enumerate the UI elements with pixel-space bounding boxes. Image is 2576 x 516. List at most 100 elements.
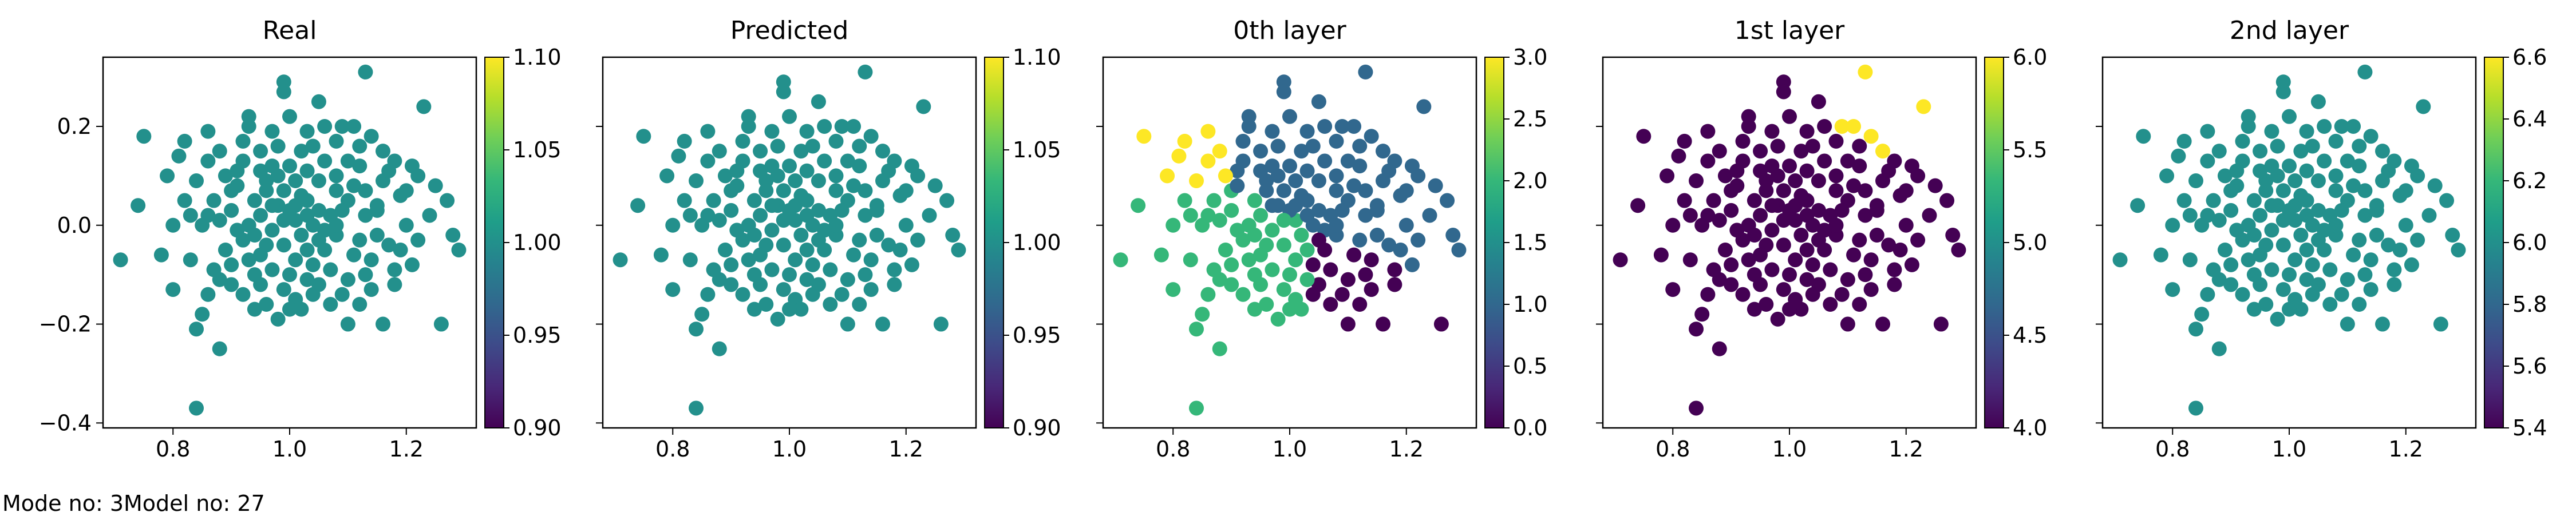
data-point — [1241, 252, 1257, 268]
data-point — [811, 94, 826, 109]
data-point — [2223, 257, 2239, 272]
data-point — [358, 208, 373, 223]
data-point — [1329, 133, 1344, 149]
data-point — [1206, 193, 1222, 208]
data-point — [2246, 193, 2262, 208]
data-point — [2392, 242, 2408, 257]
data-point — [706, 262, 721, 277]
data-point — [1230, 223, 1245, 238]
data-point — [2206, 193, 2221, 208]
data-point — [369, 228, 385, 243]
data-point — [1788, 252, 1803, 268]
data-point — [1782, 267, 1797, 283]
data-point — [2194, 217, 2210, 233]
data-point — [1195, 217, 1210, 233]
x-tick-label: 0.8 — [156, 436, 190, 462]
data-point — [1299, 272, 1315, 287]
data-point — [1311, 173, 1326, 188]
colorbar-tick-label: 2.0 — [1513, 168, 1547, 193]
data-point — [311, 173, 326, 188]
data-point — [746, 301, 762, 317]
data-point — [2352, 158, 2367, 174]
data-point — [1131, 198, 1146, 213]
data-point — [2253, 163, 2268, 178]
data-point — [2282, 301, 2297, 317]
colorbar-tick-label: 1.00 — [1013, 230, 1061, 255]
data-point — [387, 262, 402, 277]
data-point — [212, 341, 227, 356]
data-point — [358, 64, 373, 80]
data-point — [1235, 153, 1251, 169]
data-point — [1636, 129, 1652, 144]
colorbar — [1984, 57, 2004, 428]
data-point — [299, 242, 315, 257]
data-point — [165, 217, 181, 233]
data-point — [1852, 297, 1867, 312]
data-point — [352, 158, 368, 174]
data-point — [2293, 144, 2309, 159]
data-point — [404, 158, 420, 174]
data-point — [2433, 316, 2448, 332]
data-point — [724, 257, 739, 272]
data-point — [875, 316, 890, 332]
data-point — [2282, 158, 2297, 174]
data-point — [1305, 138, 1321, 154]
data-point — [247, 301, 262, 317]
data-point — [1282, 158, 1297, 174]
data-point — [358, 267, 373, 283]
data-point — [1671, 148, 1686, 164]
data-point — [398, 217, 414, 233]
data-point — [294, 301, 309, 317]
data-point — [1265, 223, 1280, 238]
data-point — [2211, 213, 2227, 228]
data-point — [1840, 153, 1855, 169]
data-point — [1689, 321, 1704, 337]
data-point — [422, 208, 437, 223]
data-point — [440, 193, 455, 208]
data-point — [770, 138, 785, 154]
colorbar-tick-label: 1.05 — [513, 137, 562, 162]
data-point — [1828, 133, 1844, 149]
data-point — [2223, 203, 2239, 218]
data-point — [1276, 213, 1291, 228]
data-point — [1910, 232, 1926, 248]
data-point — [276, 84, 291, 100]
data-point — [788, 252, 803, 268]
data-point — [799, 163, 815, 178]
data-point — [2363, 282, 2379, 297]
data-point — [2165, 217, 2180, 233]
data-point — [2404, 257, 2419, 272]
data-point — [2305, 287, 2320, 302]
data-point — [1212, 144, 1227, 159]
data-point — [1834, 203, 1850, 218]
data-point — [706, 193, 721, 208]
data-point — [2398, 183, 2413, 199]
data-point — [1817, 153, 1832, 169]
data-point — [2211, 341, 2227, 356]
data-point — [1776, 282, 1791, 297]
data-point — [904, 257, 919, 272]
data-point — [323, 262, 338, 277]
data-point — [2287, 173, 2303, 188]
x-tick-label: 1.2 — [889, 436, 923, 462]
data-point — [2299, 163, 2314, 178]
data-point — [1747, 193, 1762, 208]
data-point — [2206, 262, 2221, 277]
data-point — [1875, 316, 1890, 332]
data-point — [1759, 183, 1774, 199]
data-point — [1682, 252, 1698, 268]
data-point — [898, 217, 914, 233]
data-point — [206, 262, 222, 277]
data-point — [2305, 257, 2320, 272]
data-point — [858, 208, 873, 223]
data-point — [2217, 168, 2233, 184]
data-point — [2258, 297, 2274, 312]
data-point — [753, 144, 768, 159]
data-point — [2275, 84, 2291, 100]
data-point — [1218, 242, 1233, 257]
data-point — [398, 183, 414, 199]
data-point — [1136, 129, 1152, 144]
data-point — [776, 213, 791, 228]
colorbar-tick-label: 1.00 — [513, 230, 562, 255]
data-point — [1753, 163, 1768, 178]
